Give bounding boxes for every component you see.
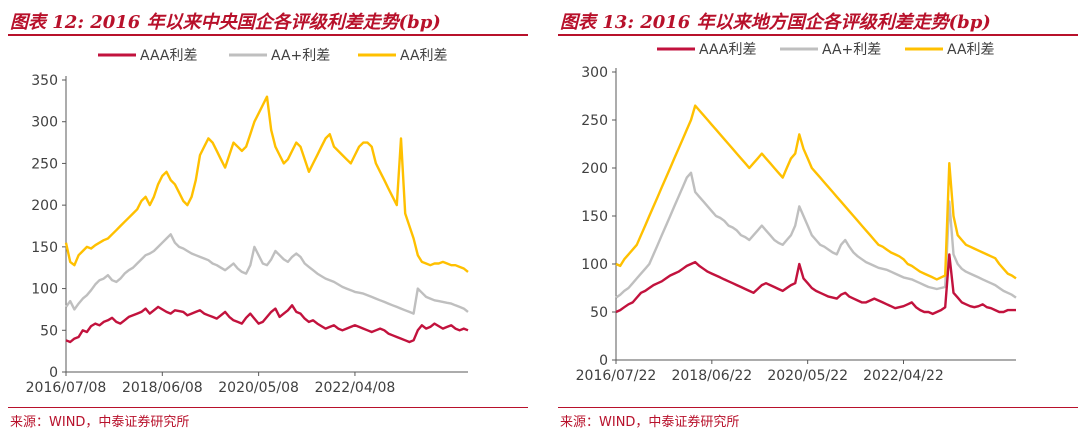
y-tick-label: 150 — [31, 240, 58, 256]
y-tick-label: 0 — [599, 353, 608, 369]
series-line-AA利差 — [64, 95, 469, 273]
source-note: 来源：WIND，中泰证券研究所 — [560, 415, 740, 430]
x-tick-label: 2020/05/22 — [767, 368, 848, 384]
line-chart-central-soe: 0 50 100 150 200 250 300 350 2016/07/08 2018/06/0… — [26, 48, 469, 396]
y-tick-label: 350 — [31, 73, 58, 89]
chart-panel-local-soe: 图表 13: 2016 年以来地方国企各评级利差走势(bp) 0 50 100 150… — [550, 0, 1080, 434]
y-tick-label: 0 — [49, 365, 58, 381]
y-tick-label: 100 — [581, 257, 608, 273]
y-tick-label: 50 — [40, 323, 58, 339]
series-line-AA+利差 — [615, 171, 1017, 299]
x-tick-label: 2022/04/08 — [315, 380, 396, 396]
x-tick-label: 2018/06/08 — [122, 380, 203, 396]
series-line-AAA利差 — [615, 253, 1016, 316]
chart-panel-central-soe: 图表 12: 2016 年以来中央国企各评级利差走势(bp) 0 50 100 150… — [0, 0, 530, 434]
x-tick-label: 2016/07/22 — [576, 368, 657, 384]
series-line-AA利差 — [615, 104, 1017, 281]
line-chart-local-soe: 0 50 100 150 200 250 300 2016/07/22 2018/06/22 20… — [576, 42, 1017, 384]
y-tick-label: 50 — [590, 305, 608, 321]
legend-label: AA利差 — [947, 42, 995, 58]
y-tick-label: 300 — [581, 65, 608, 81]
chart-title: 图表 13: 2016 年以来地方国企各评级利差走势(bp) — [560, 12, 991, 33]
y-tick-label: 100 — [31, 282, 58, 298]
series-line-AAA利差 — [65, 304, 469, 344]
series-line-AA+利差 — [65, 233, 469, 315]
source-note: 来源：WIND，中泰证券研究所 — [10, 415, 190, 430]
legend-label: AA+利差 — [271, 48, 330, 64]
legend-label: AAA利差 — [140, 48, 198, 64]
y-tick-label: 150 — [581, 209, 608, 225]
x-tick-label: 2018/06/22 — [671, 368, 752, 384]
x-tick-label: 2016/07/08 — [26, 380, 107, 396]
legend-label: AAA利差 — [699, 42, 757, 58]
y-tick-label: 250 — [31, 156, 58, 172]
y-tick-label: 200 — [581, 161, 608, 177]
x-tick-label: 2020/05/08 — [218, 380, 299, 396]
y-tick-label: 300 — [31, 115, 58, 131]
title-underline — [558, 34, 1078, 36]
chart-title: 图表 12: 2016 年以来中央国企各评级利差走势(bp) — [10, 12, 441, 33]
source-divider — [558, 407, 1078, 408]
y-tick-label: 200 — [31, 198, 58, 214]
x-tick-label: 2022/04/22 — [863, 368, 944, 384]
y-tick-label: 250 — [581, 113, 608, 129]
source-divider — [8, 407, 528, 408]
legend-label: AA+利差 — [822, 42, 881, 58]
legend-label: AA利差 — [400, 48, 448, 64]
title-underline — [8, 34, 528, 36]
